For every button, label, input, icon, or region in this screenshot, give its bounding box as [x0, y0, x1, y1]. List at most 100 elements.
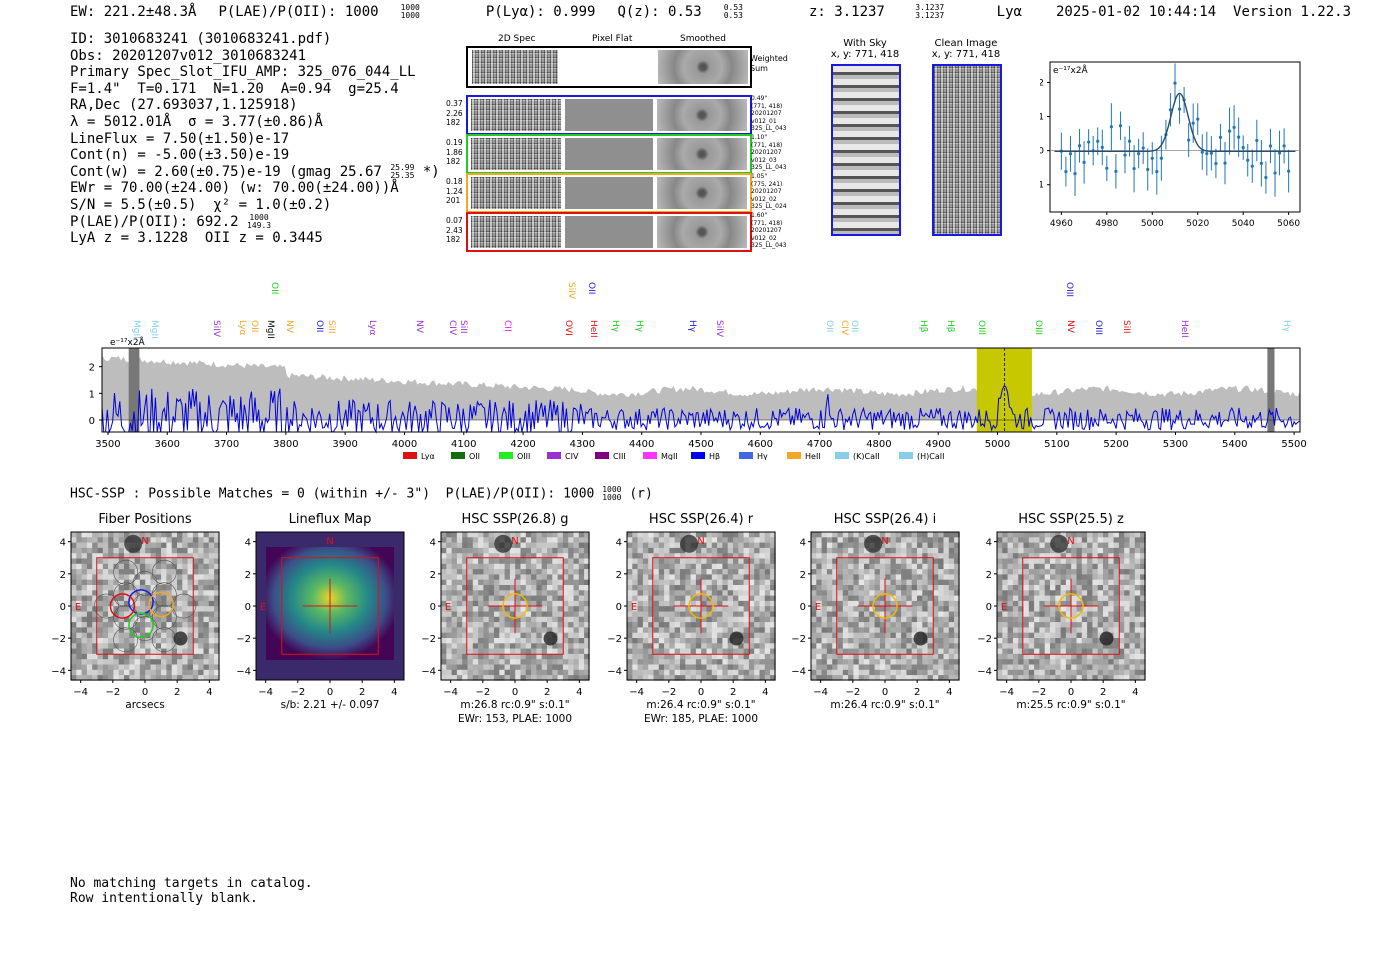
pixel: [467, 675, 474, 681]
pixel: [509, 537, 516, 543]
pixel: [664, 558, 670, 565]
pixel: [192, 611, 199, 618]
pixel: [954, 622, 960, 628]
pixel: [895, 569, 902, 575]
pixel: [1129, 585, 1136, 591]
fiber-row: [466, 173, 752, 213]
pixel: [1018, 595, 1024, 602]
pixel: [552, 590, 558, 596]
pixel: [541, 622, 548, 628]
pixel: [86, 675, 93, 681]
weighted-2d-spec: [472, 50, 558, 84]
pixel: [1134, 569, 1141, 575]
pixel: [906, 532, 912, 538]
pixel: [879, 648, 886, 655]
pixel: [1028, 542, 1035, 549]
pixel: [770, 574, 776, 580]
pixel: [701, 606, 707, 612]
pixel: [467, 595, 474, 602]
pixel: [864, 553, 870, 559]
pixel: [658, 585, 665, 591]
xtick-label: 4: [762, 687, 768, 698]
pixel: [890, 547, 897, 554]
pixel: [648, 579, 654, 586]
pixel: [711, 627, 718, 633]
pixel: [1134, 590, 1141, 596]
pixel: [97, 675, 104, 681]
pixel: [113, 585, 119, 591]
pixel: [685, 643, 691, 649]
pixel: [1007, 595, 1014, 602]
pixel: [108, 590, 114, 596]
fit-point: [1218, 135, 1223, 139]
pixel: [509, 659, 516, 665]
pixel: [1081, 643, 1088, 649]
pixel: [1087, 675, 1093, 681]
xtick-label: −2: [1031, 687, 1046, 698]
pixel: [816, 606, 822, 612]
pixel: [821, 664, 828, 671]
pixel: [451, 653, 458, 660]
pixel: [674, 627, 681, 633]
pixel: [1103, 622, 1109, 628]
pixel: [637, 606, 644, 612]
pixel: [685, 669, 691, 676]
pixel: [743, 622, 750, 628]
pixel: [1007, 669, 1014, 676]
pixel: [754, 632, 760, 639]
pixel: [573, 600, 580, 607]
legend-swatch: [691, 452, 705, 459]
pixel: [1124, 675, 1130, 681]
pixel: [885, 664, 891, 671]
pixel: [557, 616, 564, 623]
legend-swatch: [403, 452, 417, 459]
pixel: [145, 611, 151, 618]
pixel: [632, 606, 638, 612]
pixel: [562, 558, 569, 565]
ytick-label: −2: [236, 634, 251, 645]
pixel: [853, 547, 859, 554]
pixel: [520, 569, 527, 575]
pixel: [811, 553, 817, 559]
pixel: [541, 643, 548, 649]
pixel: [764, 579, 771, 586]
catalog-note-line2: Row intentionally blank.: [70, 891, 258, 906]
pixel: [837, 547, 844, 554]
pixel: [1076, 675, 1083, 681]
pixel: [943, 653, 950, 660]
pixel: [669, 579, 675, 586]
pixel: [816, 590, 822, 596]
pixel: [118, 653, 125, 660]
pixel: [653, 590, 660, 596]
pixel: [108, 653, 114, 660]
pixel: [695, 579, 702, 586]
pixel: [943, 611, 950, 618]
pixel: [139, 616, 146, 623]
pixel: [954, 669, 960, 676]
ytick-label: 0: [616, 602, 622, 613]
pixel: [446, 606, 452, 612]
pixel: [674, 553, 681, 559]
pixel: [906, 627, 912, 633]
pixel: [837, 643, 844, 649]
pixel: [562, 638, 569, 644]
pixel: [97, 653, 104, 660]
pixel: [446, 558, 452, 565]
pixel: [733, 616, 739, 623]
pixel: [1087, 600, 1093, 607]
pixel: [674, 664, 681, 671]
pixel: [1097, 600, 1104, 607]
hsc-panel-title: HSC SSP(26.8) g: [461, 512, 569, 527]
pixel: [874, 569, 881, 575]
pixel: [541, 627, 548, 633]
pixel: [1034, 542, 1040, 549]
pixel: [1097, 664, 1104, 671]
pixel: [706, 585, 713, 591]
pixel: [890, 664, 897, 671]
pixel: [627, 632, 633, 639]
pixel: [821, 616, 828, 623]
pixel: [997, 648, 1003, 655]
pixel: [885, 659, 891, 665]
pixel: [864, 643, 870, 649]
